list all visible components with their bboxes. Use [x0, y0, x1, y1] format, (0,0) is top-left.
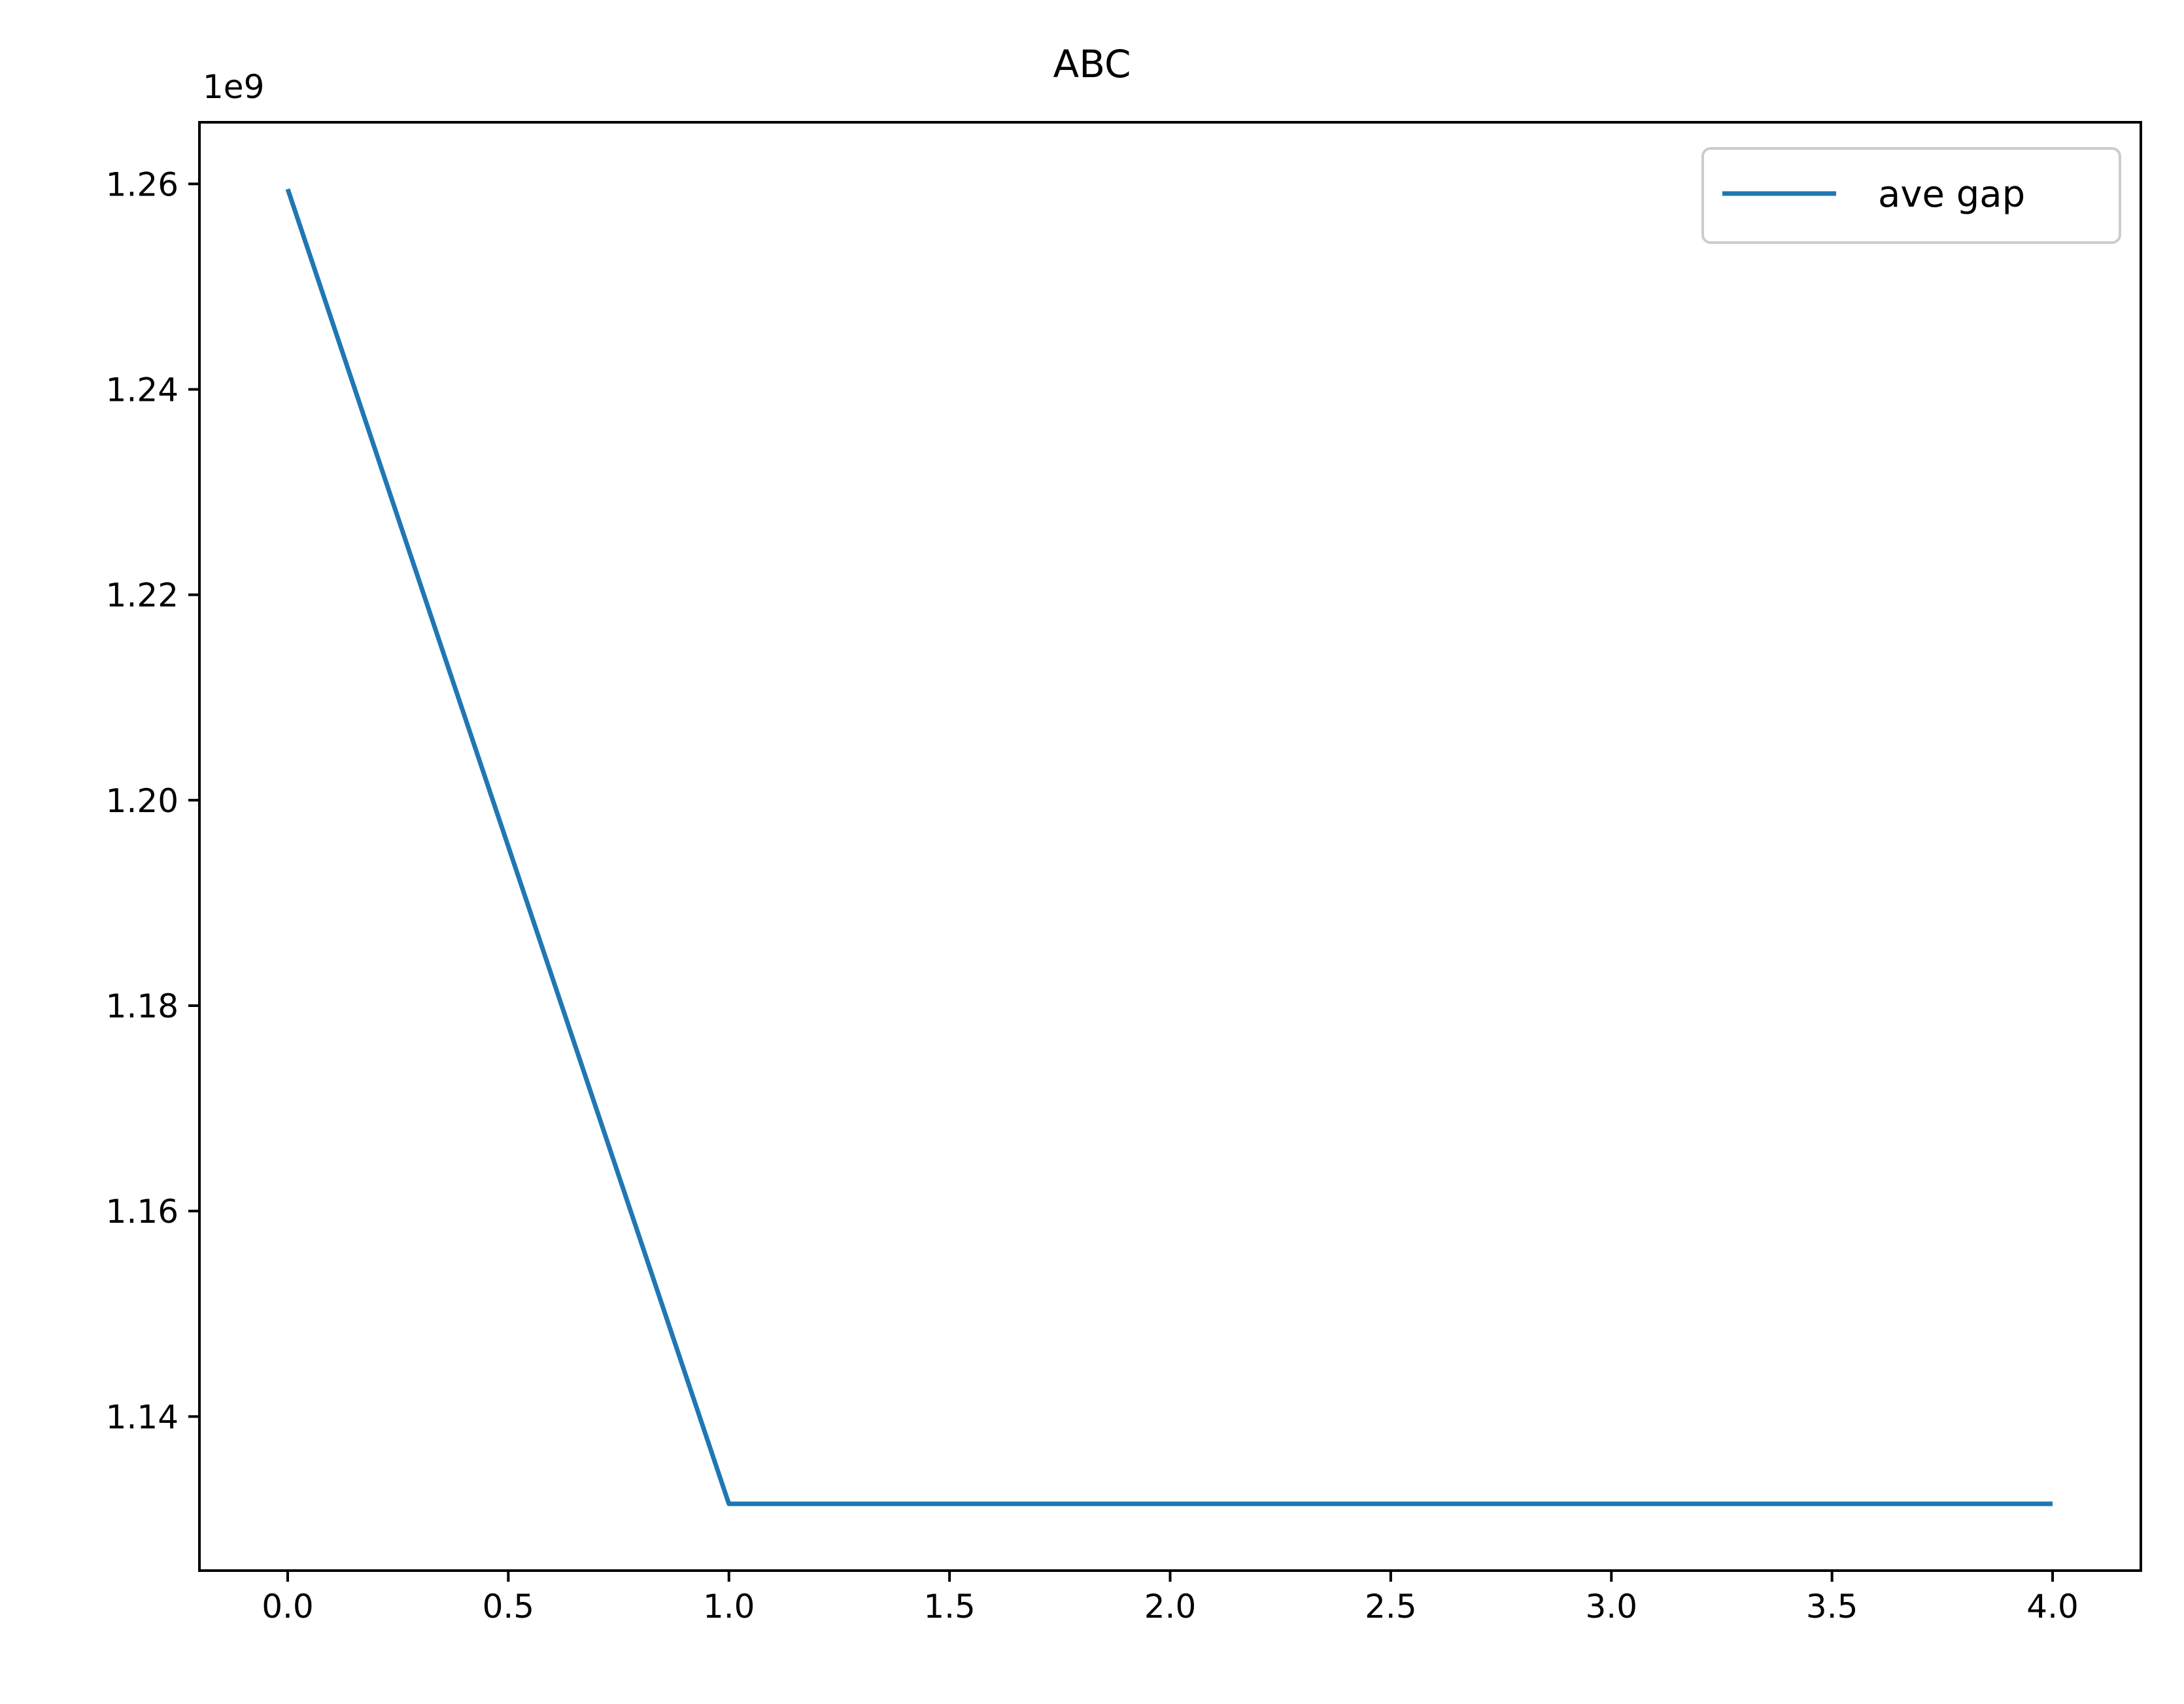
y-tick-label: 1.26 [106, 165, 179, 203]
y-tick-label: 1.24 [106, 371, 179, 409]
y-tick-label: 1.16 [106, 1193, 179, 1231]
x-axis-ticks: 0.0 0.5 1.0 1.5 2.0 2.5 3.0 3.5 4.0 [262, 1571, 2079, 1626]
legend: ave gap [1701, 147, 2121, 244]
x-tick-label: 1.0 [703, 1588, 755, 1626]
x-tick-label: 3.5 [1806, 1588, 1858, 1626]
y-axis-offset-label: 1e9 [203, 68, 264, 106]
legend-box [1701, 147, 2121, 244]
x-tick-label: 3.0 [1586, 1588, 1638, 1626]
x-tick-label: 2.5 [1365, 1588, 1417, 1626]
y-tick-label: 1.22 [106, 577, 179, 615]
y-axis-ticks: 1.14 1.16 1.18 1.20 1.22 1.24 1.26 [106, 165, 199, 1436]
series-line [285, 188, 2053, 1507]
x-tick-label: 1.5 [923, 1588, 976, 1626]
x-tick-label: 4.0 [2026, 1588, 2079, 1626]
y-tick-label: 1.14 [106, 1398, 179, 1436]
y-tick-label: 1.18 [106, 987, 179, 1025]
legend-label: ave gap [1878, 173, 2025, 216]
y-tick-label: 1.20 [106, 782, 179, 820]
x-tick-label: 0.0 [262, 1588, 314, 1626]
x-tick-label: 0.5 [483, 1588, 535, 1626]
plot-area-frame [198, 121, 2142, 1572]
series-layer [285, 188, 2053, 1507]
x-tick-label: 2.0 [1144, 1588, 1197, 1626]
chart-title: ABC [1053, 42, 1131, 86]
